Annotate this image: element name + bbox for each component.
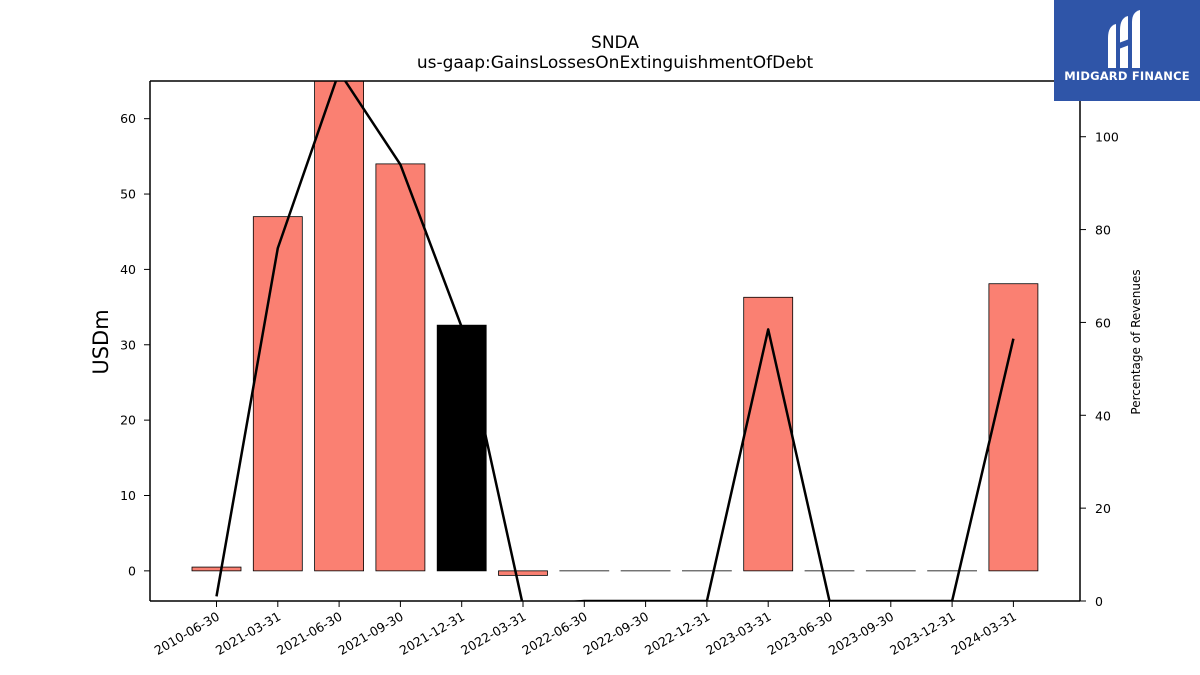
x-tick-label: 2021-03-31 (213, 609, 283, 658)
bar-2021-12-31 (436, 324, 487, 572)
y-tick-label: 50 (120, 187, 136, 202)
y-tick-label: 0 (128, 563, 136, 578)
bar-2021-03-31 (252, 216, 303, 572)
y-tick-label: 10 (120, 488, 136, 503)
y2-tick-label: 0 (1095, 594, 1103, 609)
chart-subtitle: us-gaap:GainsLossesOnExtinguishmentOfDeb… (417, 53, 814, 73)
y2-axis-label: Percentage of Revenues (1129, 269, 1143, 414)
logo-mark-icon (1108, 10, 1140, 68)
bar-2022-03-31 (498, 570, 548, 576)
bar-2010-06-30 (191, 566, 242, 572)
x-tick-label: 2022-03-31 (458, 609, 528, 658)
y-tick-label: 20 (120, 413, 136, 428)
bars-layer (191, 81, 1039, 576)
x-tick-label: 2024-03-31 (948, 609, 1018, 658)
x-tick-label: 2022-12-31 (642, 609, 712, 658)
y2-tick-label: 20 (1095, 501, 1111, 516)
x-tick-label: 2022-09-30 (581, 609, 651, 658)
y-axis-label: USDm (89, 309, 113, 374)
x-tick-label: 2022-06-30 (519, 609, 589, 658)
x-tick-label: 2023-06-30 (765, 609, 835, 658)
y-tick-label: 30 (120, 337, 136, 352)
x-tick-label: 2010-06-30 (152, 609, 222, 658)
y2-tick-label: 80 (1095, 223, 1111, 238)
y-tick-label: 60 (120, 111, 136, 126)
y-tick-label: 40 (120, 262, 136, 277)
y2-tick-label: 100 (1095, 130, 1119, 145)
x-tick-label: 2021-09-30 (335, 609, 405, 658)
y2-tick-label: 60 (1095, 315, 1111, 330)
y2-tick-label: 40 (1095, 408, 1111, 423)
percentage-line (215, 81, 1015, 601)
logo-text: MIDGARD FINANCE (1064, 69, 1190, 83)
x-tick-label: 2021-12-31 (397, 609, 467, 658)
line-layer (215, 81, 1015, 601)
bar-2024-03-31 (988, 283, 1039, 572)
bar-2021-06-30 (314, 81, 365, 572)
x-tick-label: 2023-03-31 (703, 609, 773, 658)
chart-title: SNDA (591, 33, 639, 53)
bar-2021-09-30 (375, 163, 426, 572)
x-tick-label: 2023-12-31 (887, 609, 957, 658)
bar-2023-03-31 (743, 296, 794, 572)
brand-logo: MIDGARD FINANCE (1054, 0, 1200, 101)
x-tick-label: 2021-06-30 (274, 609, 344, 658)
x-tick-label: 2023-09-30 (826, 609, 896, 658)
